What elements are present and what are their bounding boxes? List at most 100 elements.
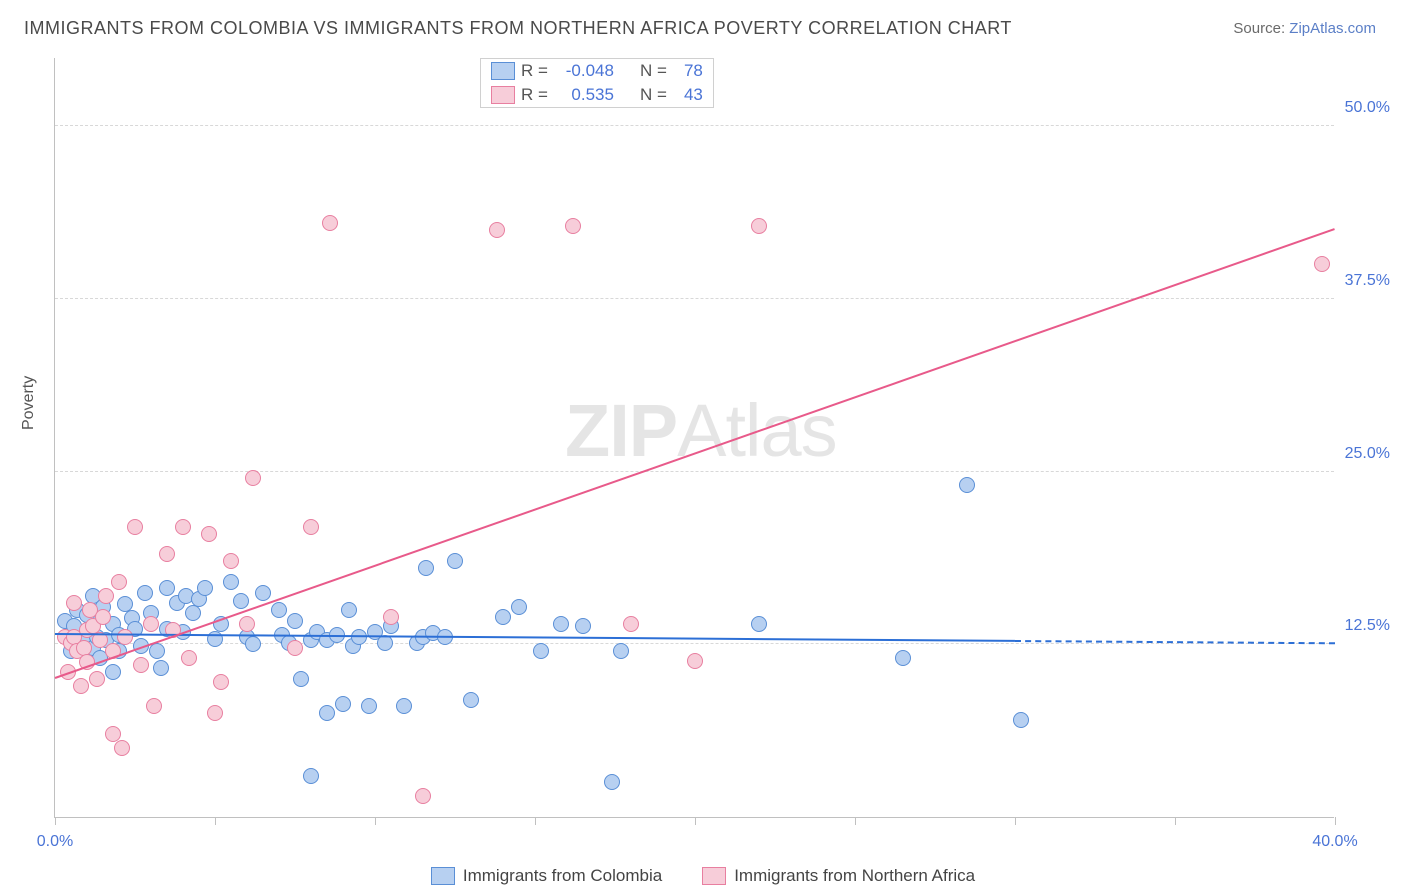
data-point — [415, 788, 431, 804]
legend-swatch — [491, 86, 515, 104]
x-tick — [375, 817, 376, 825]
data-point — [98, 588, 114, 604]
data-point — [223, 553, 239, 569]
legend-item-label: Immigrants from Northern Africa — [734, 866, 975, 886]
data-point — [1013, 712, 1029, 728]
scatter-chart: ZIPAtlas 12.5%25.0%37.5%50.0%0.0%40.0% — [54, 58, 1334, 818]
data-point — [185, 605, 201, 621]
x-tick — [215, 817, 216, 825]
x-tick — [1015, 817, 1016, 825]
data-point — [565, 218, 581, 234]
legend-item: Immigrants from Colombia — [431, 866, 662, 886]
data-point — [245, 470, 261, 486]
x-tick — [1335, 817, 1336, 825]
x-tick — [55, 817, 56, 825]
data-point — [303, 519, 319, 535]
x-tick — [1175, 817, 1176, 825]
legend-item: Immigrants from Northern Africa — [702, 866, 975, 886]
data-point — [143, 616, 159, 632]
data-point — [89, 671, 105, 687]
trend-line — [55, 633, 1015, 642]
trend-line — [55, 228, 1336, 679]
data-point — [114, 740, 130, 756]
legend-item-label: Immigrants from Colombia — [463, 866, 662, 886]
data-point — [213, 674, 229, 690]
data-point — [117, 629, 133, 645]
x-tick-label: 40.0% — [1312, 833, 1357, 851]
x-tick — [695, 817, 696, 825]
data-point — [159, 580, 175, 596]
data-point — [127, 519, 143, 535]
data-point — [687, 653, 703, 669]
y-tick-label: 50.0% — [1345, 99, 1390, 117]
data-point — [351, 629, 367, 645]
data-point — [293, 671, 309, 687]
y-tick-label: 25.0% — [1345, 445, 1390, 463]
data-point — [959, 477, 975, 493]
x-tick — [535, 817, 536, 825]
data-point — [137, 585, 153, 601]
source-prefix: Source: — [1233, 20, 1289, 37]
data-point — [533, 643, 549, 659]
legend-r-value: -0.048 — [554, 61, 614, 81]
data-point — [418, 560, 434, 576]
data-point — [319, 705, 335, 721]
legend-swatch — [431, 867, 455, 885]
gridline-h — [55, 125, 1334, 126]
y-tick-label: 12.5% — [1345, 617, 1390, 635]
legend-n-value: 78 — [673, 61, 703, 81]
data-point — [149, 643, 165, 659]
legend-r-label: R = — [521, 85, 548, 105]
data-point — [553, 616, 569, 632]
data-point — [201, 526, 217, 542]
data-point — [751, 616, 767, 632]
legend-r-label: R = — [521, 61, 548, 81]
data-point — [341, 602, 357, 618]
legend-n-label: N = — [640, 61, 667, 81]
legend-n-label: N = — [640, 85, 667, 105]
series-legend: Immigrants from Colombia Immigrants from … — [0, 866, 1406, 886]
watermark-zip: ZIP — [565, 389, 677, 472]
data-point — [623, 616, 639, 632]
data-point — [751, 218, 767, 234]
data-point — [233, 593, 249, 609]
data-point — [287, 640, 303, 656]
data-point — [604, 774, 620, 790]
watermark: ZIPAtlas — [565, 388, 837, 473]
data-point — [396, 698, 412, 714]
data-point — [322, 215, 338, 231]
legend-swatch — [491, 62, 515, 80]
legend-r-value: 0.535 — [554, 85, 614, 105]
data-point — [239, 616, 255, 632]
data-point — [159, 546, 175, 562]
data-point — [245, 636, 261, 652]
data-point — [575, 618, 591, 634]
gridline-h — [55, 471, 1334, 472]
y-tick-label: 37.5% — [1345, 272, 1390, 290]
data-point — [175, 519, 191, 535]
x-tick-label: 0.0% — [37, 833, 73, 851]
data-point — [613, 643, 629, 659]
data-point — [133, 657, 149, 673]
data-point — [255, 585, 271, 601]
data-point — [303, 768, 319, 784]
data-point — [95, 609, 111, 625]
data-point — [895, 650, 911, 666]
data-point — [73, 678, 89, 694]
data-point — [207, 705, 223, 721]
data-point — [181, 650, 197, 666]
data-point — [511, 599, 527, 615]
correlation-legend: R = -0.048 N = 78 R = 0.535 N = 43 — [480, 58, 714, 108]
data-point — [495, 609, 511, 625]
source-credit: Source: ZipAtlas.com — [1233, 20, 1376, 37]
data-point — [105, 664, 121, 680]
data-point — [361, 698, 377, 714]
y-axis-label: Poverty — [20, 376, 38, 430]
legend-n-value: 43 — [673, 85, 703, 105]
gridline-h — [55, 298, 1334, 299]
legend-swatch — [702, 867, 726, 885]
data-point — [197, 580, 213, 596]
source-link[interactable]: ZipAtlas.com — [1289, 20, 1376, 37]
legend-row: R = 0.535 N = 43 — [481, 83, 713, 107]
data-point — [223, 574, 239, 590]
